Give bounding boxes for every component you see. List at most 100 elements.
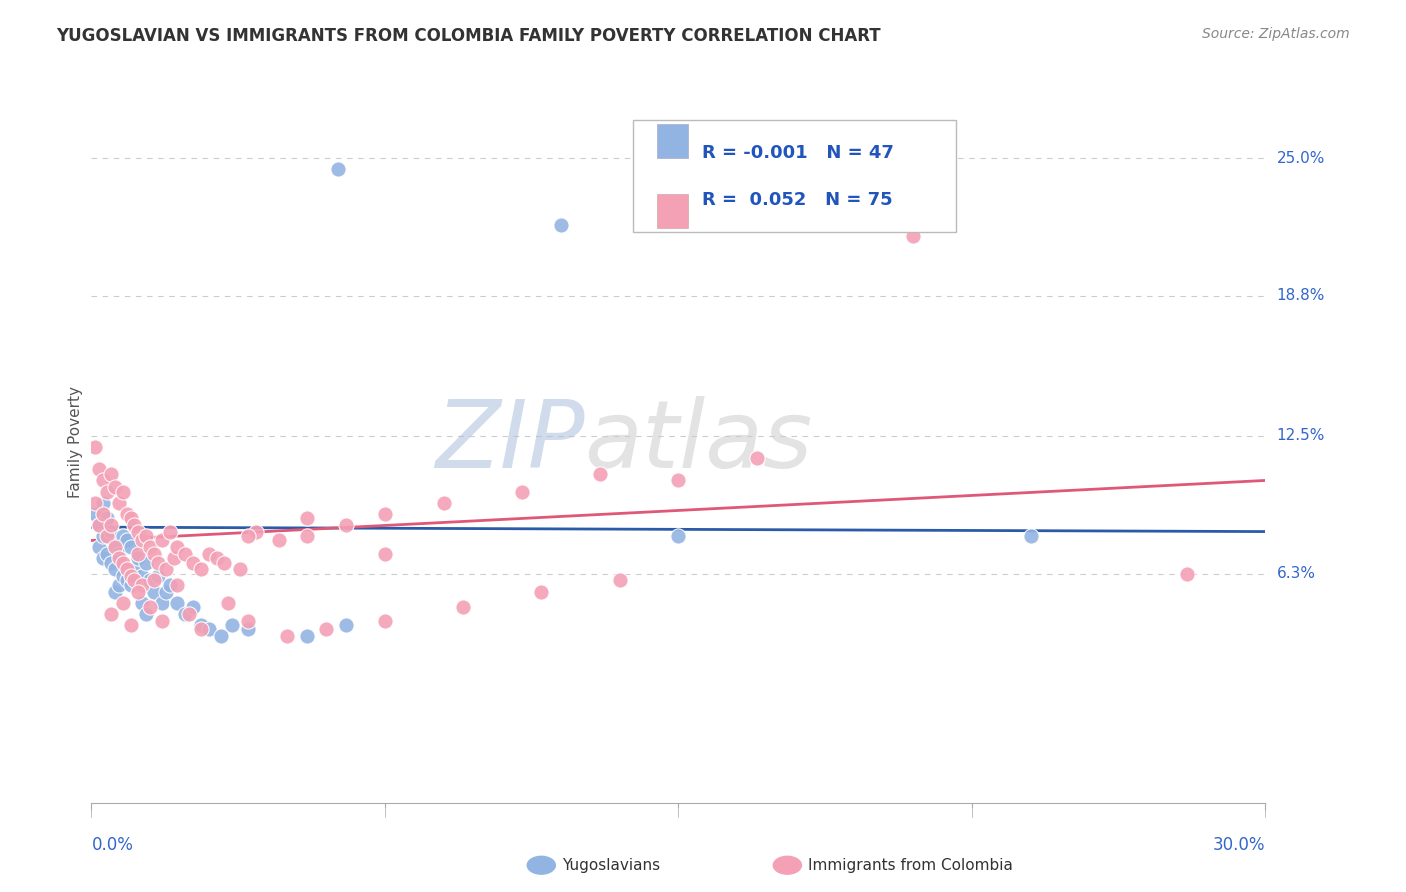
Point <box>166 578 188 592</box>
Point <box>84 440 107 454</box>
Point <box>190 562 212 576</box>
Point <box>111 569 134 583</box>
Point <box>139 574 162 588</box>
Point <box>236 614 259 628</box>
Text: YUGOSLAVIAN VS IMMIGRANTS FROM COLOMBIA FAMILY POVERTY CORRELATION CHART: YUGOSLAVIAN VS IMMIGRANTS FROM COLOMBIA … <box>56 27 882 45</box>
Point <box>96 529 118 543</box>
Point <box>374 547 396 561</box>
Point <box>107 578 129 592</box>
Point <box>104 480 127 494</box>
Point <box>111 484 134 499</box>
Point <box>107 496 129 510</box>
Point <box>131 596 153 610</box>
Point <box>162 551 184 566</box>
Text: 25.0%: 25.0% <box>1277 151 1324 166</box>
Point <box>146 569 169 583</box>
Point <box>335 517 357 532</box>
Point <box>143 574 166 588</box>
Point <box>197 623 219 637</box>
Point <box>589 467 612 481</box>
Point <box>179 607 201 621</box>
Point <box>236 529 259 543</box>
Text: R =  0.052   N = 75: R = 0.052 N = 75 <box>702 191 893 209</box>
Point <box>135 607 157 621</box>
Point <box>174 547 197 561</box>
Point <box>124 574 146 588</box>
Point <box>111 596 134 610</box>
Point <box>91 474 114 488</box>
Point <box>901 228 924 243</box>
Point <box>124 517 146 532</box>
Point <box>190 618 212 632</box>
Point <box>104 562 127 576</box>
Text: 0.0%: 0.0% <box>91 836 134 855</box>
Point <box>96 547 118 561</box>
Point <box>91 507 114 521</box>
Point <box>181 556 204 570</box>
Point <box>100 524 122 539</box>
Point <box>104 538 127 552</box>
Point <box>120 618 142 632</box>
Point <box>197 547 219 561</box>
Point <box>89 517 111 532</box>
Point <box>96 511 118 525</box>
Point <box>229 562 252 576</box>
Point <box>269 533 291 548</box>
Point <box>131 533 153 548</box>
Point <box>155 562 177 576</box>
Point <box>91 551 114 566</box>
Point <box>146 556 169 570</box>
Point <box>91 496 114 510</box>
Point <box>135 556 157 570</box>
Text: Yugoslavians: Yugoslavians <box>562 858 661 872</box>
Point <box>374 614 396 628</box>
Point <box>100 467 122 481</box>
Point <box>295 629 318 643</box>
Point <box>510 484 533 499</box>
Y-axis label: Family Poverty: Family Poverty <box>67 385 83 498</box>
Point <box>139 600 162 615</box>
Point <box>276 629 298 643</box>
Point <box>89 462 111 476</box>
Text: 30.0%: 30.0% <box>1213 836 1265 855</box>
Point <box>174 607 197 621</box>
Point <box>135 529 157 543</box>
Point <box>209 629 232 643</box>
Text: 6.3%: 6.3% <box>1277 566 1316 582</box>
Point <box>115 574 138 588</box>
Point <box>143 584 166 599</box>
Point <box>150 614 173 628</box>
Point <box>131 578 153 592</box>
Text: 12.5%: 12.5% <box>1277 428 1324 443</box>
Point <box>666 474 689 488</box>
Point <box>100 517 122 532</box>
Point <box>159 524 181 539</box>
Point <box>181 600 204 615</box>
Point <box>550 218 572 232</box>
Point <box>107 551 129 566</box>
Text: Source: ZipAtlas.com: Source: ZipAtlas.com <box>1202 27 1350 41</box>
Point <box>159 578 181 592</box>
Point <box>120 540 142 554</box>
Point <box>127 547 149 561</box>
Point <box>530 584 553 599</box>
Point <box>166 540 188 554</box>
Point <box>115 507 138 521</box>
Text: R = -0.001   N = 47: R = -0.001 N = 47 <box>702 144 893 161</box>
Point <box>205 551 228 566</box>
Point <box>127 551 149 566</box>
Point <box>374 507 396 521</box>
Text: atlas: atlas <box>585 396 813 487</box>
Point <box>432 496 454 510</box>
Point <box>236 623 259 637</box>
Point <box>111 556 134 570</box>
Point <box>104 540 127 554</box>
Point <box>115 562 138 576</box>
Point <box>89 540 111 554</box>
Point <box>295 511 318 525</box>
Point <box>214 556 236 570</box>
Point <box>315 623 337 637</box>
Point <box>139 540 162 554</box>
Point <box>100 556 122 570</box>
Point <box>166 596 188 610</box>
